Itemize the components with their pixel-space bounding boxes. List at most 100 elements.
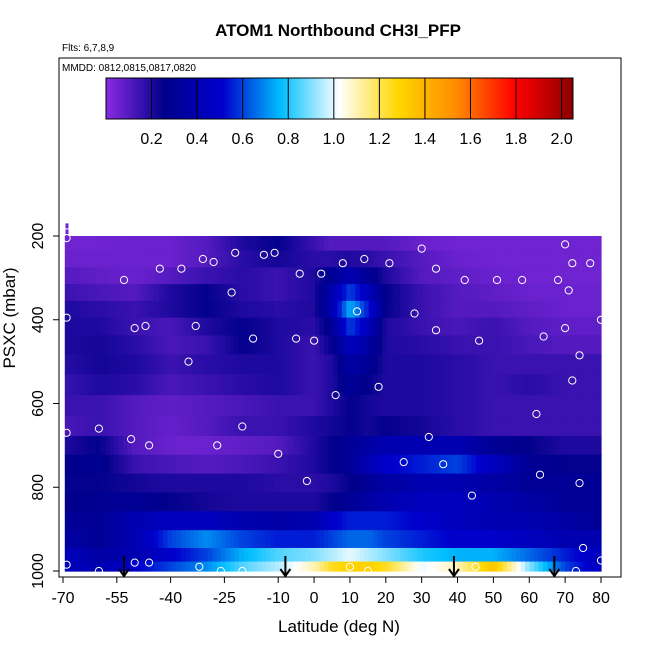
heatmap-cell xyxy=(578,300,584,319)
heatmap-cell xyxy=(261,395,267,417)
heatmap-cell xyxy=(587,317,593,337)
heatmap-cell xyxy=(328,454,334,475)
heatmap-cell xyxy=(440,335,446,355)
x-tick-label: -25 xyxy=(213,590,236,607)
heatmap-cell xyxy=(377,317,383,337)
heatmap-cell xyxy=(435,335,441,355)
heatmap-cell xyxy=(453,547,459,563)
heatmap-cell xyxy=(198,317,204,337)
heatmap-cell xyxy=(328,335,334,355)
heatmap-cell xyxy=(158,395,164,417)
heatmap-cell xyxy=(225,354,231,375)
heatmap-cell xyxy=(525,435,531,456)
heatmap-cell xyxy=(158,236,164,252)
heatmap-cell xyxy=(337,335,343,355)
heatmap-cell xyxy=(64,284,70,302)
heatmap-cell xyxy=(230,250,236,269)
heatmap-cell xyxy=(373,492,379,512)
heatmap-cell xyxy=(538,267,544,285)
heatmap-cell xyxy=(158,561,164,572)
heatmap-cell xyxy=(592,530,598,549)
heatmap-cell xyxy=(87,374,93,396)
heatmap-cell xyxy=(180,300,187,319)
heatmap-cell xyxy=(417,374,423,396)
heatmap-cell xyxy=(507,435,513,456)
heatmap-cell xyxy=(538,473,544,494)
heatmap-cell xyxy=(216,435,222,456)
heatmap-cell xyxy=(462,454,468,475)
heatmap-cell xyxy=(408,473,414,494)
heatmap-cell xyxy=(583,250,589,269)
heatmap-cell xyxy=(386,511,392,531)
heatmap-cell xyxy=(189,492,195,512)
heatmap-cell xyxy=(341,416,347,437)
heatmap-cell xyxy=(431,354,437,375)
heatmap-cell xyxy=(82,416,88,437)
heatmap-cell xyxy=(212,284,218,302)
heatmap-cell xyxy=(265,454,271,475)
heatmap-cell xyxy=(337,395,343,417)
heatmap-cell xyxy=(578,267,584,285)
heatmap-cell xyxy=(417,530,423,549)
heatmap-cell xyxy=(587,416,593,437)
heatmap-cell xyxy=(475,511,481,531)
heatmap-cell xyxy=(265,300,271,319)
heatmap-cell xyxy=(310,561,316,572)
heatmap-cell xyxy=(323,530,330,549)
heatmap-cell xyxy=(516,395,522,417)
heatmap-cell xyxy=(511,395,517,417)
heatmap-cell xyxy=(69,250,75,269)
heatmap-cell xyxy=(189,236,195,252)
heatmap-cell xyxy=(64,267,70,285)
heatmap-cell xyxy=(328,492,334,512)
x-tick-label: 60 xyxy=(520,590,538,607)
heatmap-cell xyxy=(230,473,236,494)
heatmap-cell xyxy=(449,395,455,417)
heatmap-cell xyxy=(96,300,102,319)
heatmap-cell xyxy=(458,492,464,512)
heatmap-cell xyxy=(377,354,383,375)
heatmap-cell xyxy=(292,300,298,319)
heatmap-cell xyxy=(551,473,557,494)
heatmap-cell xyxy=(551,250,557,269)
heatmap-cell xyxy=(475,492,481,512)
heatmap-cell xyxy=(73,561,79,572)
heatmap-cell xyxy=(569,374,575,396)
heatmap-cell xyxy=(587,473,593,494)
heatmap-cell xyxy=(265,547,271,563)
heatmap-cell xyxy=(431,250,437,269)
heatmap-cell xyxy=(207,511,213,531)
heatmap-cell xyxy=(578,236,584,252)
heatmap-cell xyxy=(185,300,191,319)
heatmap-cell xyxy=(105,473,111,494)
heatmap-cell xyxy=(239,250,245,269)
heatmap-cell xyxy=(583,454,589,475)
heatmap-cell xyxy=(520,511,526,531)
heatmap-cell xyxy=(413,395,419,417)
heatmap-cell xyxy=(565,530,571,549)
heatmap-cell xyxy=(332,530,338,549)
heatmap-cell xyxy=(189,250,195,269)
heatmap-cell xyxy=(292,547,298,563)
sample-point xyxy=(575,351,584,360)
heatmap-cell xyxy=(127,300,133,319)
heatmap-cell xyxy=(310,267,316,285)
heatmap-cell xyxy=(145,236,151,252)
sample-point xyxy=(331,391,340,400)
heatmap-cell xyxy=(221,300,227,319)
heatmap-cell xyxy=(100,317,106,337)
heatmap-cell xyxy=(337,236,343,252)
heatmap-cell xyxy=(109,492,115,512)
heatmap-cell xyxy=(426,317,432,337)
heatmap-cell xyxy=(507,547,513,563)
heatmap-cell xyxy=(390,530,397,549)
heatmap-cell xyxy=(346,511,352,531)
heatmap-cell xyxy=(216,300,222,319)
heatmap-cell xyxy=(82,354,88,375)
heatmap-cell xyxy=(484,284,490,302)
heatmap-cell xyxy=(359,395,365,417)
heatmap-cell xyxy=(332,547,338,563)
heatmap-cell xyxy=(453,335,459,355)
heatmap-cell xyxy=(87,492,93,512)
heatmap-cell xyxy=(243,374,249,396)
